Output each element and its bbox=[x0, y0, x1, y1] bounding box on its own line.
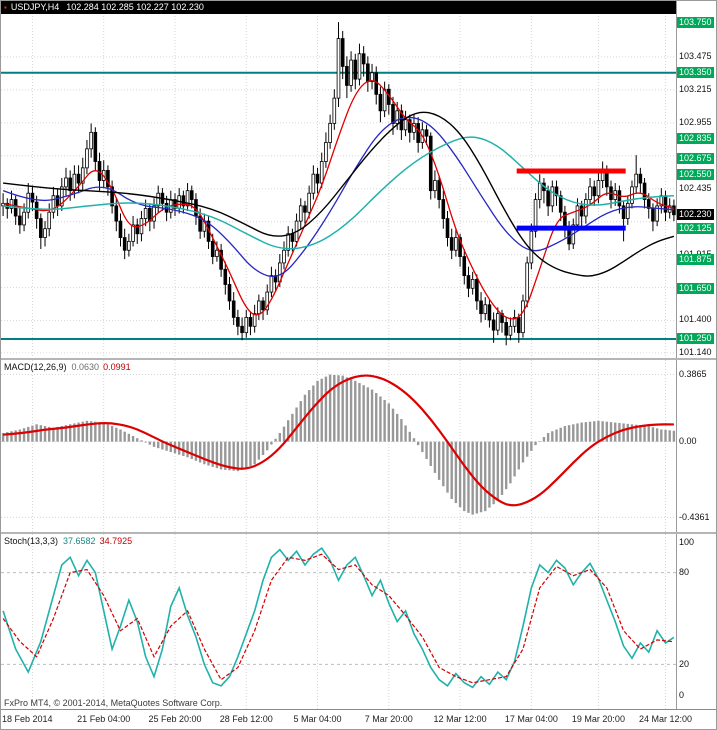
time-axis-label: 5 Mar 04:00 bbox=[293, 714, 342, 724]
time-axis-label: 17 Mar 04:00 bbox=[504, 714, 558, 724]
time-axis-label: 18 Feb 2014 bbox=[2, 714, 53, 724]
support-resistance-lines bbox=[1, 71, 676, 340]
time-axis: 18 Feb 2014 21 Feb 04:00 25 Feb 20:00 28 Fe… bbox=[1, 709, 716, 729]
macd-axis-label: 0.00 bbox=[679, 436, 697, 447]
candlestick-plot[interactable] bbox=[1, 1, 676, 358]
macd-indicator-panel[interactable]: MACD(12,26,9) 0.0630 0.0991 0.3865 0.00 -0.4… bbox=[1, 360, 716, 532]
price-level-label: 103.350 bbox=[677, 67, 714, 79]
macd-name-label: MACD(12,26,9) bbox=[4, 362, 67, 372]
macd-axis-label: -0.4361 bbox=[679, 511, 710, 522]
macd-main-value: 0.0630 bbox=[71, 362, 100, 372]
price-level-label: 102.675 bbox=[677, 152, 714, 164]
macd-axis: 0.3865 0.00 -0.4361 bbox=[676, 360, 716, 532]
price-tick-label: 101.140 bbox=[679, 347, 712, 358]
price-tick-label: 102.955 bbox=[679, 117, 712, 128]
price-tick-label: 102.435 bbox=[679, 183, 712, 194]
time-axis-label: 28 Feb 12:00 bbox=[219, 714, 273, 724]
ma-slow-green bbox=[3, 136, 674, 250]
ohlc-values-label: 102.284 102.285 102.227 102.230 bbox=[66, 2, 204, 12]
macd-label: MACD(12,26,9) 0.0630 0.0991 bbox=[4, 362, 131, 372]
macd-signal-line bbox=[3, 374, 674, 507]
stoch-k-value: 37.6582 bbox=[63, 536, 96, 546]
stoch-axis-label: 80 bbox=[679, 567, 690, 578]
panel-splitter[interactable] bbox=[1, 532, 716, 534]
instrument-bullet-icon: ▪ bbox=[4, 3, 7, 12]
price-tick-label: 101.915 bbox=[679, 249, 712, 260]
stoch-axis-label: 100 bbox=[679, 536, 695, 547]
macd-plot[interactable] bbox=[1, 360, 676, 532]
grid-layer bbox=[1, 534, 676, 709]
zone-lines-layer bbox=[516, 168, 626, 231]
price-level-label: 102.835 bbox=[677, 132, 714, 144]
price-tick-label: 103.215 bbox=[679, 84, 712, 95]
price-level-label: 101.875 bbox=[677, 254, 714, 266]
time-axis-label: 24 Mar 12:00 bbox=[638, 714, 693, 724]
symbol-timeframe-label: USDJPY,H4 bbox=[10, 2, 60, 12]
stoch-d-value: 34.7925 bbox=[99, 536, 133, 546]
time-axis-label: 7 Mar 20:00 bbox=[364, 714, 413, 724]
grid-layer bbox=[1, 1, 676, 358]
time-axis-label: 25 Feb 20:00 bbox=[148, 714, 202, 724]
stoch-label: Stoch(13,3,3) 37.6582 34.7925 bbox=[4, 536, 132, 546]
ma-medium-blue bbox=[2, 116, 674, 278]
moving-averages-layer bbox=[2, 80, 675, 320]
stochastic-axis: 100 80 20 0 bbox=[676, 534, 716, 709]
stoch-axis-label: 20 bbox=[679, 658, 690, 669]
price-chart-panel[interactable]: ▪ USDJPY,H4 102.284 102.285 102.227 102.23… bbox=[1, 1, 716, 358]
macd-axis-label: 0.3865 bbox=[679, 369, 707, 379]
stochastic-plot[interactable] bbox=[1, 534, 676, 709]
chart-info-bar: ▪ USDJPY,H4 102.284 102.285 102.227 102.23… bbox=[1, 1, 676, 14]
time-axis-label: 12 Mar 12:00 bbox=[433, 714, 487, 724]
price-level-label: 102.550 bbox=[677, 168, 714, 180]
stoch-name-label: Stoch(13,3,3) bbox=[4, 536, 59, 546]
axis-divider bbox=[676, 1, 677, 709]
price-level-label: 103.750 bbox=[677, 16, 714, 28]
current-price-label: 102.230 bbox=[677, 209, 714, 221]
stochastic-indicator-panel[interactable]: Stoch(13,3,3) 37.6582 34.7925 100 80 20 0 FxP… bbox=[1, 534, 716, 709]
price-level-label: 101.650 bbox=[677, 282, 714, 294]
time-axis-label: 19 Mar 20:00 bbox=[571, 714, 625, 724]
stoch-d-line bbox=[2, 553, 674, 684]
price-tick-label: 101.400 bbox=[679, 314, 712, 325]
price-tick-label: 103.475 bbox=[679, 51, 712, 62]
time-axis-label: 21 Feb 04:00 bbox=[77, 714, 131, 724]
price-level-label: 102.125 bbox=[677, 222, 714, 234]
stoch-axis-label: 0 bbox=[679, 689, 685, 700]
candles-layer bbox=[1, 22, 676, 346]
price-axis: 103.475 103.215 102.955 102.435 101.915 101.4… bbox=[676, 1, 716, 358]
ma-fast-red bbox=[2, 80, 675, 320]
copyright-text: FxPro MT4, © 2001-2014, MetaQuotes Softw… bbox=[4, 698, 223, 708]
ma-slower-black bbox=[3, 111, 675, 277]
panel-splitter[interactable] bbox=[1, 358, 716, 360]
stoch-k-line bbox=[2, 546, 675, 689]
price-level-label: 101.250 bbox=[677, 333, 714, 345]
macd-signal-value: 0.0991 bbox=[103, 362, 131, 372]
